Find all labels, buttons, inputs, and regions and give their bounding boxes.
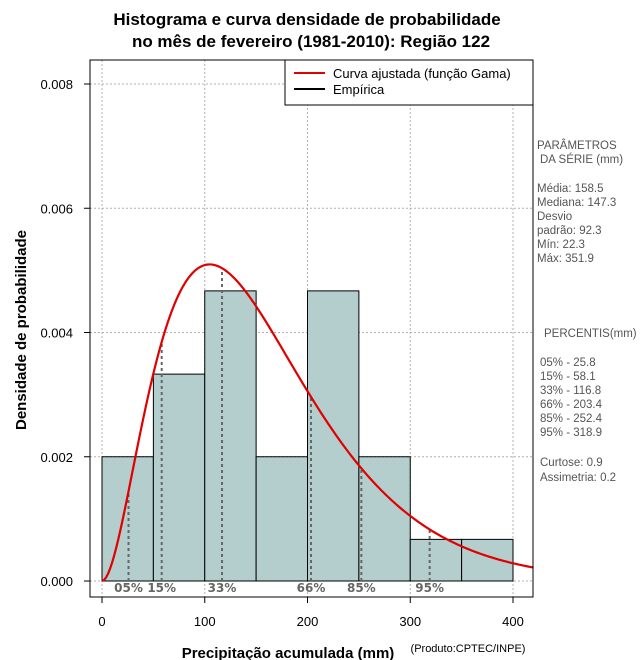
histogram-bar (461, 538, 514, 582)
gamma-fit-curve (101, 263, 534, 582)
params-title-2: DA SÉRIE (mm) (540, 153, 623, 166)
x-tick-label: 300 (399, 614, 421, 629)
y-tick-label: 0.004 (40, 326, 73, 341)
y-tick-label: 0.000 (40, 574, 73, 589)
percentile-markers: 05% 15% 33% 66% 85% 95% (114, 268, 444, 595)
percentile-label: 66% (297, 581, 326, 595)
histogram-bar (358, 456, 411, 582)
histogram-bars (101, 290, 514, 582)
stat-desvio-1: Desvio (537, 211, 572, 223)
x-tick-label: 100 (194, 614, 216, 629)
stat-min: Mín: 22.3 (537, 239, 585, 251)
legend: Curva ajustada (função Gama) Empírica (284, 59, 534, 106)
x-axis-title: Precipitação acumulada (mm) (182, 645, 395, 660)
statistics-panel: PARÂMETROS DA SÉRIE (mm) Média: 158.5 Me… (537, 139, 637, 484)
params-title-1: PARÂMETROS (537, 139, 617, 152)
stat-media: Média: 158.5 (537, 183, 604, 195)
percentil-33: 33% - 116.8 (540, 385, 601, 397)
stat-max: Máx: 351.9 (537, 253, 594, 265)
credit-label: (Produto:CPTEC/INPE) (411, 643, 526, 655)
x-tick-label: 0 (98, 614, 105, 629)
y-axis-title: Densidade de probabilidade (13, 230, 30, 430)
percentil-85: 85% - 252.4 (540, 413, 603, 425)
percentil-05: 05% - 25.8 (540, 357, 596, 369)
histogram-bar (204, 290, 257, 582)
percentile-label: 85% (347, 581, 376, 595)
percentile-label: 05% (114, 581, 143, 595)
chart-title-line-2: no mês de fevereiro (1981-2010): Região … (132, 32, 490, 51)
percentis-title: PERCENTIS(mm) (544, 328, 637, 340)
y-tick-label: 0.008 (40, 77, 73, 92)
percentil-66: 66% - 203.4 (540, 399, 603, 411)
x-tick-label: 400 (502, 614, 524, 629)
chart-title-line-1: Histograma e curva densidade de probabil… (113, 10, 500, 29)
y-tick-label: 0.002 (40, 450, 73, 465)
stat-assimetria: Assimetria: 0.2 (540, 472, 616, 484)
histogram-bar (409, 538, 463, 582)
percentile-label: 95% (415, 581, 444, 595)
legend-label-empirical: Empírica (333, 82, 385, 97)
x-tick-label: 200 (297, 614, 319, 629)
percentil-15: 15% - 58.1 (540, 371, 596, 383)
stat-desvio-2: padrão: 92.3 (537, 225, 602, 237)
y-tick-label: 0.006 (40, 201, 73, 216)
stat-mediana: Mediana: 147.3 (537, 197, 616, 209)
legend-box (284, 59, 534, 106)
percentile-label: 15% (147, 581, 176, 595)
histogram-bar (255, 456, 308, 582)
legend-label-gamma: Curva ajustada (função Gama) (333, 66, 511, 81)
gamma-curve-layer (101, 263, 534, 582)
percentile-label: 33% (208, 581, 237, 595)
stat-curtose: Curtose: 0.9 (540, 457, 603, 469)
percentil-95: 95% - 318.9 (540, 427, 602, 439)
y-axis: 0.000 0.002 0.004 0.006 0.008 (40, 77, 90, 589)
x-axis: 0 100 200 300 400 (98, 597, 524, 629)
histogram-bar (307, 290, 360, 582)
